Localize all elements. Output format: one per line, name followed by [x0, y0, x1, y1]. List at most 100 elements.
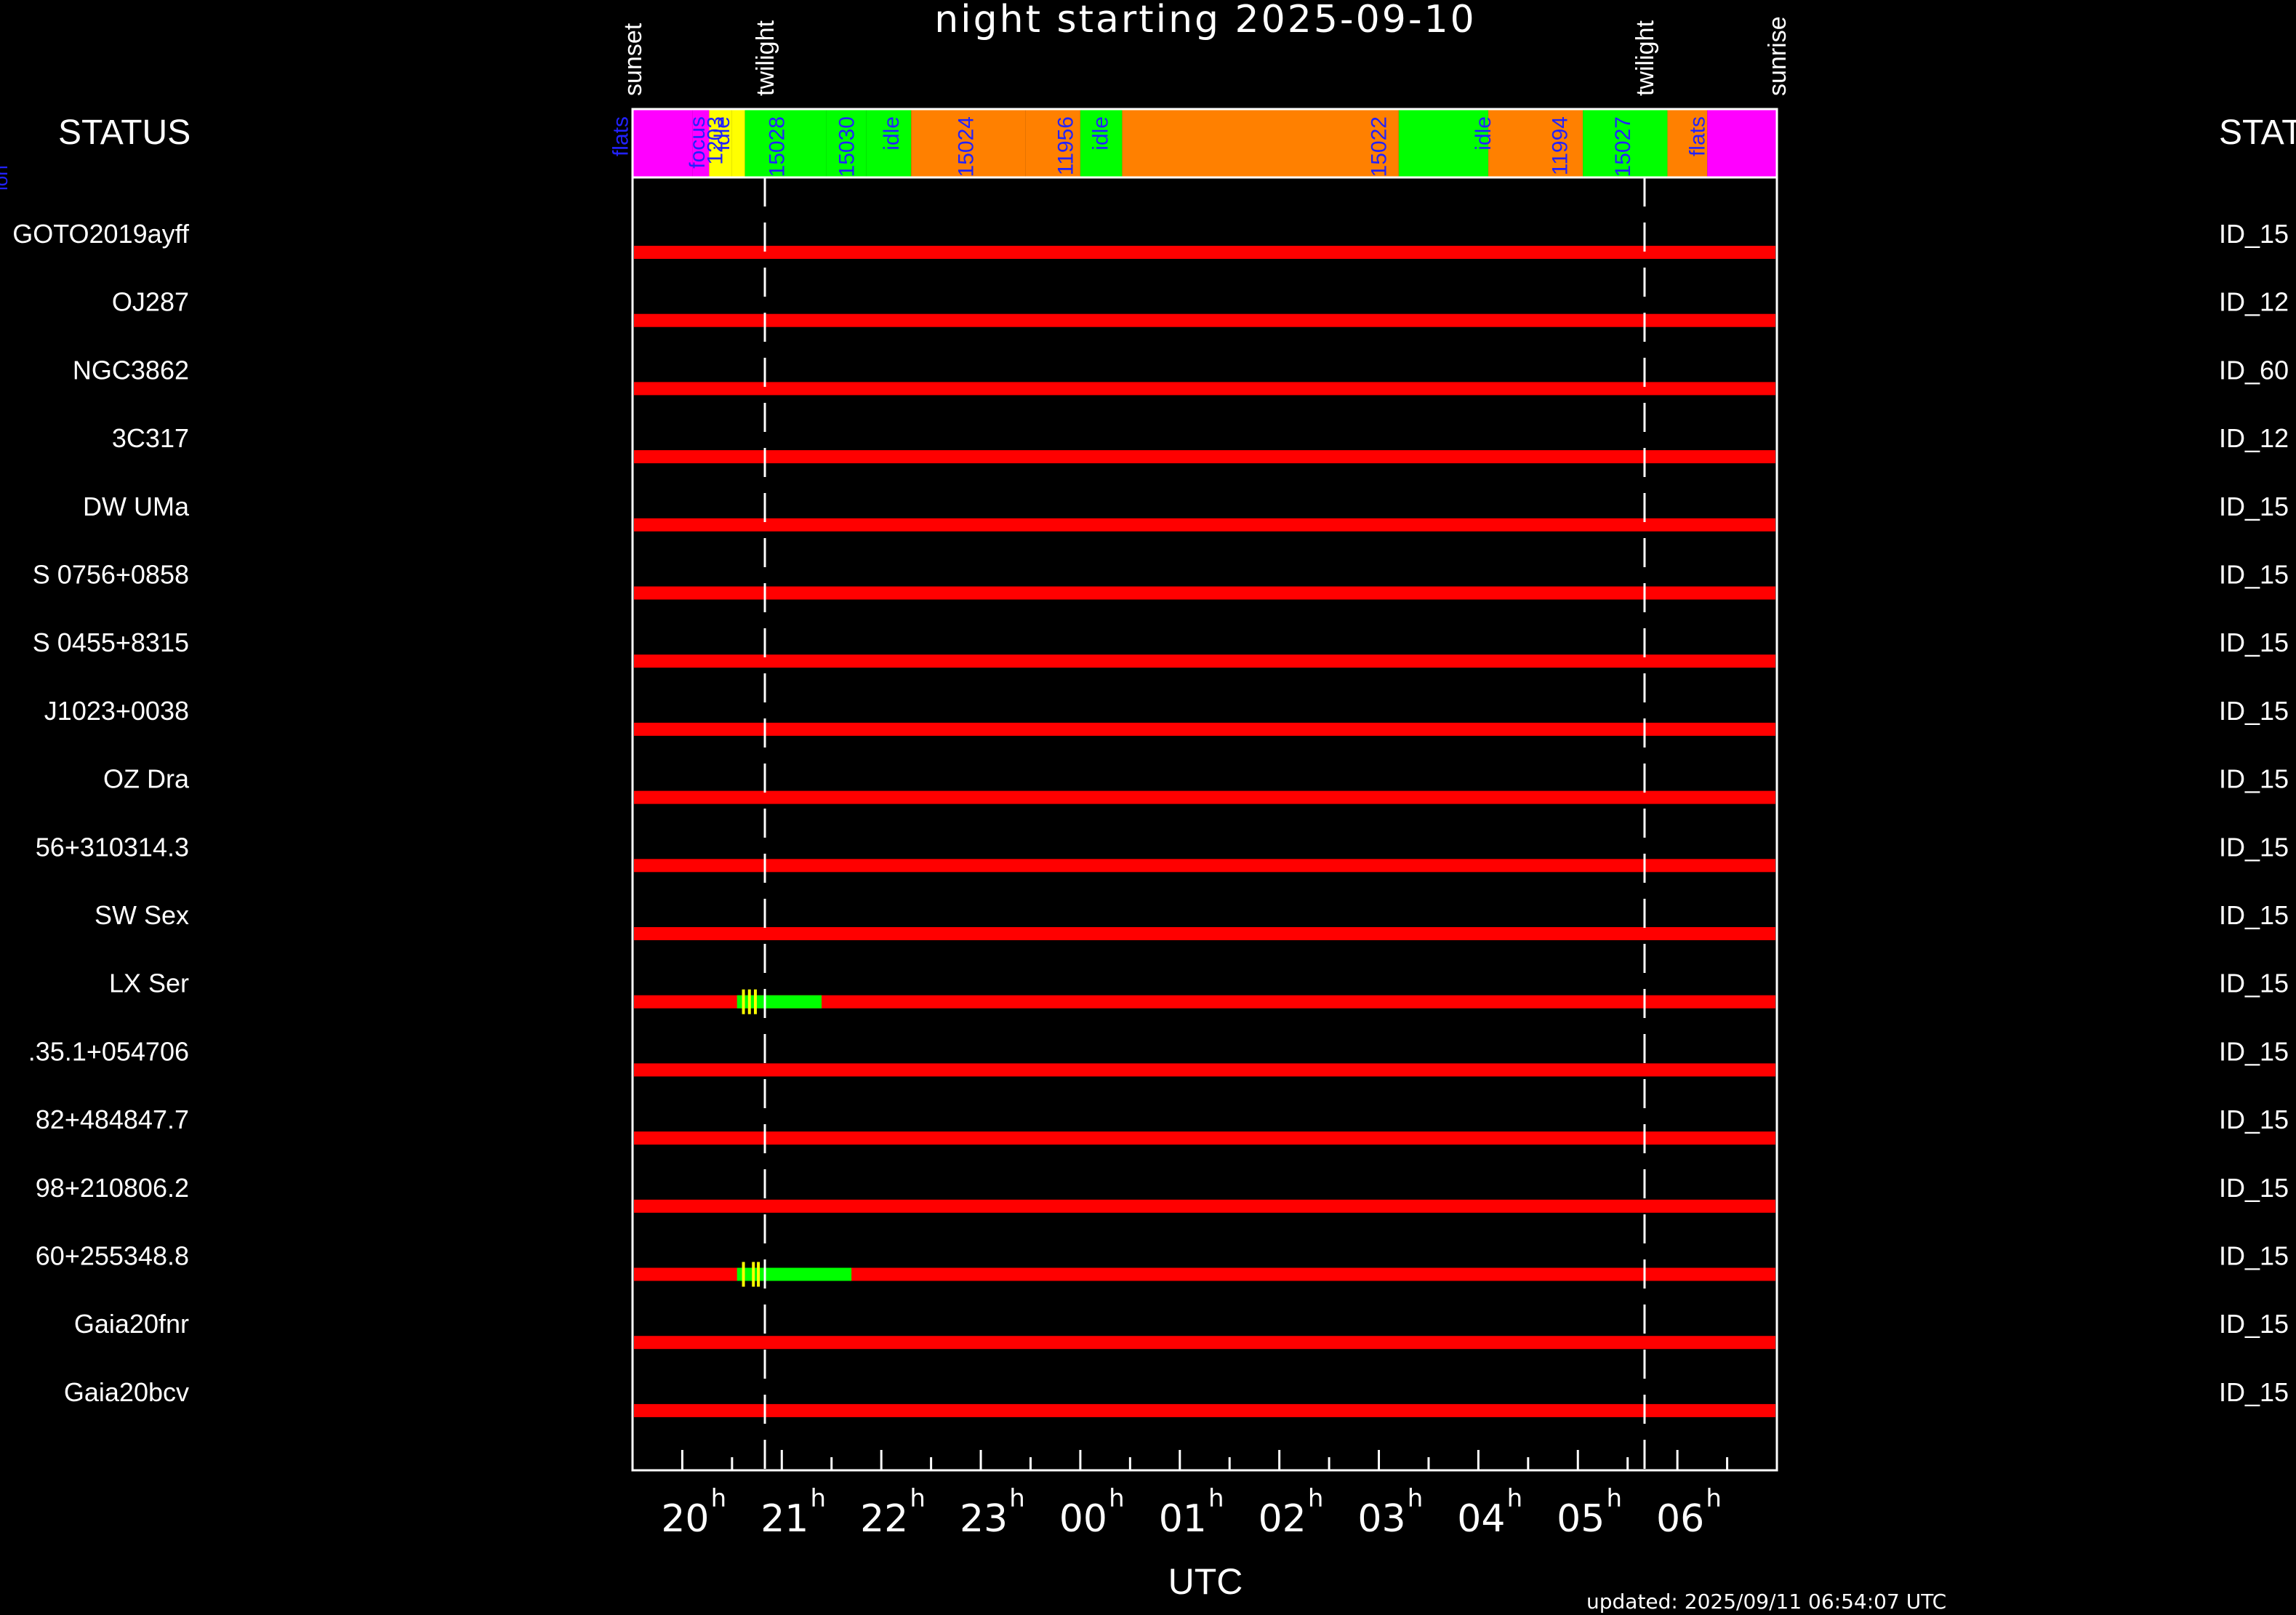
target-name: .35.1+054706	[28, 1036, 189, 1066]
target-id: ID_15	[2219, 219, 2289, 249]
unavailable-bar	[634, 382, 1775, 396]
target-id: ID_60	[2219, 355, 2289, 385]
target-id: ID_15	[2219, 1377, 2289, 1407]
unavailable-bar	[634, 450, 1775, 464]
status-left-clip: ion	[0, 165, 12, 191]
event-label: twilight	[1631, 20, 1659, 96]
target-id: ID_12	[2219, 287, 2289, 317]
unavailable-bar	[634, 927, 1775, 940]
target-id: ID_15	[2219, 1105, 2289, 1134]
status-segment	[744, 109, 827, 177]
x-tick-label: 06	[1656, 1497, 1704, 1541]
target-name: LX Ser	[109, 969, 189, 998]
target-id: ID_15	[2219, 492, 2289, 521]
x-tick-superscript: h	[1507, 1484, 1523, 1513]
status-segment-label: 15030	[835, 116, 859, 177]
status-segment-label: idle	[710, 116, 734, 151]
unavailable-bar	[634, 722, 1775, 736]
x-tick-label: 20	[661, 1497, 709, 1541]
status-segment	[731, 109, 745, 177]
target-name: GOTO2019ayff	[12, 219, 190, 249]
status-segment-label: idle	[880, 116, 904, 151]
target-name: 3C317	[112, 423, 189, 453]
unavailable-bar	[634, 790, 1775, 804]
status-segment	[1398, 109, 1489, 177]
unavailable-bar	[634, 313, 1775, 327]
status-segment	[1488, 109, 1583, 177]
target-id: ID_15	[2219, 628, 2289, 657]
x-tick-superscript: h	[1606, 1484, 1622, 1513]
x-tick-superscript: h	[1109, 1484, 1125, 1513]
status-left-label: STATUS	[58, 113, 190, 152]
unavailable-bar	[634, 1267, 1775, 1281]
x-tick-superscript: h	[711, 1484, 727, 1513]
event-label: sunrise	[1764, 16, 1791, 96]
status-segment	[826, 109, 867, 177]
status-segment	[866, 109, 912, 177]
observation-mark	[752, 1262, 755, 1287]
plot-frame	[631, 176, 1778, 1472]
target-name: 60+255348.8	[36, 1241, 189, 1271]
target-id: ID_15	[2219, 969, 2289, 998]
target-name: OJ287	[112, 287, 189, 317]
target-name: NGC3862	[73, 355, 189, 385]
status-segment-label: flats	[609, 116, 633, 156]
target-name: OZ Dra	[103, 764, 190, 794]
status-segment-label: focus	[686, 116, 710, 169]
chart-title: night starting 2025-09-10	[934, 0, 1477, 41]
unavailable-bar	[634, 246, 1775, 259]
target-id: ID_12	[2219, 423, 2289, 453]
target-id: ID_15	[2219, 764, 2289, 794]
status-segment-label: 15022	[1368, 116, 1392, 177]
status-segment-label: 11994	[1549, 116, 1573, 175]
x-tick-label: 02	[1259, 1497, 1306, 1541]
x-tick-label: 03	[1357, 1497, 1405, 1541]
target-name: Gaia20bcv	[64, 1377, 189, 1407]
observed-bar	[736, 995, 822, 1009]
unavailable-bar	[634, 1336, 1775, 1350]
status-segment	[911, 109, 1026, 177]
target-name: 98+210806.2	[36, 1173, 189, 1203]
status-segment	[709, 109, 732, 177]
target-id: ID_15	[2219, 1241, 2289, 1271]
unavailable-bar	[634, 995, 1775, 1009]
status-segment-label: idle	[1472, 116, 1496, 151]
observation-mark	[753, 989, 757, 1014]
observation-mark	[742, 989, 745, 1014]
status-segment	[1707, 109, 1777, 177]
target-name: Gaia20fnr	[74, 1309, 189, 1339]
status-segment-label: 15028	[765, 116, 789, 177]
x-tick-superscript: h	[910, 1484, 926, 1513]
status-segment-label: 11956	[1053, 116, 1077, 175]
target-rows: GOTO2019ayff ID_15 OJ287 ID_12 NGC3862 ID_60 3…	[12, 219, 2289, 1417]
event-markers: sunset twilight twilight sunrise	[619, 16, 1791, 1470]
x-tick-label: 00	[1059, 1497, 1107, 1541]
target-id: ID_15	[2219, 1036, 2289, 1066]
updated-timestamp: updated: 2025/09/11 06:54:07 UTC	[1586, 1590, 1946, 1614]
unavailable-bar	[634, 1199, 1775, 1213]
unavailable-bar	[634, 1403, 1775, 1417]
unavailable-bar	[634, 1131, 1775, 1145]
unavailable-bar	[634, 518, 1775, 532]
unavailable-bar	[634, 1063, 1775, 1077]
x-tick-label: 21	[760, 1497, 808, 1541]
target-name: J1023+0038	[44, 696, 189, 726]
target-name: 82+484847.7	[36, 1105, 189, 1134]
target-id: ID_15	[2219, 1309, 2289, 1339]
x-tick-superscript: h	[1308, 1484, 1324, 1513]
target-name: SW Sex	[95, 900, 189, 930]
status-segment	[1025, 109, 1080, 177]
x-tick-superscript: h	[1408, 1484, 1424, 1513]
target-id: ID_15	[2219, 900, 2289, 930]
x-tick-superscript: h	[1706, 1484, 1722, 1513]
status-segment	[1080, 109, 1123, 177]
status-segment	[692, 109, 710, 177]
target-id: ID_15	[2219, 560, 2289, 590]
status-right-label: STAT	[2219, 113, 2296, 152]
status-segment-label: 1203	[704, 116, 728, 165]
status-segment-label: flats	[1686, 116, 1710, 156]
x-axis-label: UTC	[1168, 1561, 1243, 1602]
target-name: 56+310314.3	[36, 832, 189, 862]
